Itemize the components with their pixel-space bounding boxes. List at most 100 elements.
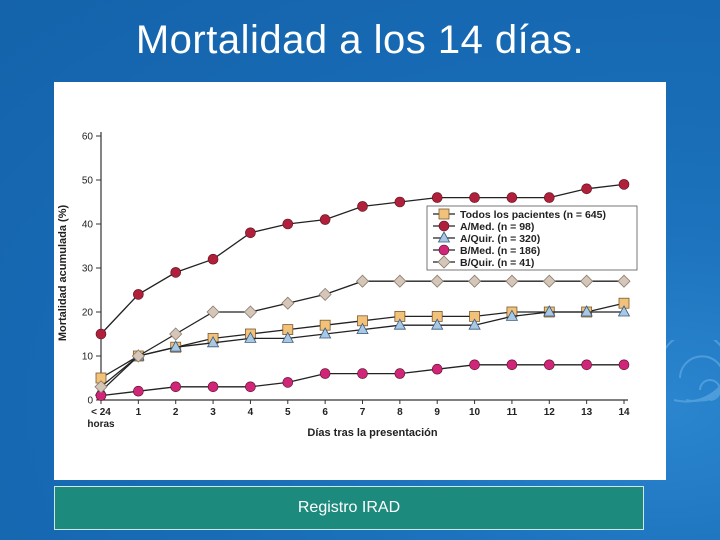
- data-point-circle: [506, 192, 518, 203]
- x-tick-label: 14: [618, 407, 630, 418]
- data-point-triangle: [468, 318, 481, 330]
- legend-entry: Todos los pacientes (n = 645): [460, 209, 606, 221]
- data-point-circle: [469, 192, 480, 203]
- x-tick-label: 9: [434, 407, 440, 418]
- data-point-circle: [207, 253, 219, 265]
- y-tick-label: 40: [82, 220, 94, 231]
- data-point-triangle: [431, 318, 444, 330]
- data-point-diamond: [468, 274, 482, 288]
- y-axis-label: Mortalidad acumulada (%): [57, 205, 69, 342]
- slide-title: Mortalidad a los 14 días.: [135, 18, 585, 62]
- data-point-circle: [95, 328, 107, 340]
- x-tick-label: 6: [322, 407, 328, 418]
- x-tick-label: 1: [136, 407, 142, 418]
- x-tick-label: 5: [285, 407, 291, 418]
- data-point-diamond: [355, 274, 370, 288]
- data-point-triangle: [169, 340, 182, 352]
- data-point-triangle: [244, 331, 257, 343]
- data-point-circle: [357, 201, 368, 212]
- legend-box: [426, 205, 638, 271]
- data-point-square: [438, 208, 450, 220]
- data-point-diamond: [430, 274, 444, 288]
- x-tick-label: 10: [469, 407, 481, 418]
- data-point-circle: [394, 368, 406, 379]
- data-point-triangle: [393, 318, 407, 330]
- data-point-triangle: [356, 322, 369, 335]
- data-point-triangle: [318, 327, 332, 339]
- data-point-circle: [319, 214, 331, 225]
- legend-entry: A/Med. (n = 98): [460, 221, 534, 233]
- data-point-circle: [543, 192, 555, 203]
- series-group: [95, 179, 630, 340]
- data-point-circle: [618, 359, 630, 371]
- y-tick-label: 30: [82, 264, 94, 275]
- y-tick-label: 60: [82, 132, 94, 143]
- y-tick-label: 50: [82, 176, 94, 187]
- chart-panel: 0 10 20 30 40 50 60 < 24 horas 1 2 3 4 5 6 7 8 9 10 11 12 13 1…: [54, 82, 666, 480]
- data-point-circle: [431, 192, 443, 203]
- legend-entry: A/Quir. (n = 320): [460, 233, 540, 245]
- data-point-circle: [581, 183, 592, 195]
- data-point-diamond: [281, 296, 295, 310]
- data-point-circle: [581, 359, 592, 371]
- data-point-diamond: [437, 255, 451, 269]
- data-point-circle: [506, 359, 518, 371]
- data-point-circle: [438, 244, 450, 256]
- x-tick-label: 11: [507, 407, 518, 418]
- data-point-circle: [282, 218, 294, 230]
- data-point-circle: [245, 227, 256, 239]
- data-point-circle: [319, 368, 331, 379]
- series-group: [95, 359, 630, 401]
- data-point-circle: [618, 179, 630, 190]
- data-point-diamond: [542, 274, 556, 288]
- data-point-triangle: [543, 305, 556, 317]
- x-tick-label: < 24 horas: [87, 407, 115, 430]
- data-point-diamond: [206, 305, 220, 319]
- data-point-diamond: [94, 380, 108, 394]
- data-point-triangle: [437, 231, 451, 243]
- data-point-circle: [357, 368, 368, 379]
- series-group: [94, 274, 631, 394]
- data-point-triangle: [206, 335, 220, 348]
- y-tick-label: 0: [87, 396, 93, 407]
- data-point-diamond: [318, 287, 332, 301]
- data-point-diamond: [617, 274, 631, 288]
- data-point-triangle: [617, 305, 631, 317]
- data-point-circle: [543, 359, 555, 371]
- y-tick-label: 10: [82, 352, 94, 363]
- swirl-decoration-icon: [638, 340, 720, 403]
- data-point-diamond: [169, 327, 183, 341]
- x-tick-label: 13: [581, 407, 593, 418]
- data-point-circle: [170, 381, 182, 393]
- legend-entry: B/Quir. (n = 41): [460, 257, 534, 269]
- data-point-circle: [469, 359, 480, 371]
- data-point-circle: [133, 289, 144, 300]
- data-point-diamond: [243, 305, 257, 319]
- x-tick-label: 4: [248, 407, 254, 418]
- source-label: Registro IRAD: [297, 499, 401, 516]
- data-point-circle: [207, 381, 219, 393]
- x-tick-label: 3: [210, 407, 216, 418]
- data-point-triangle: [580, 305, 593, 317]
- data-point-circle: [282, 377, 294, 388]
- data-point-circle: [170, 267, 182, 278]
- data-point-triangle: [281, 331, 294, 343]
- x-tick-label: 8: [397, 407, 403, 418]
- legend-entry: B/Med. (n = 186): [460, 245, 540, 257]
- data-point-circle: [438, 220, 450, 232]
- data-point-diamond: [393, 274, 407, 288]
- x-axis-label: Días tras la presentación: [307, 427, 438, 439]
- data-point-diamond: [131, 349, 145, 363]
- x-tick-label: 12: [544, 407, 556, 418]
- data-point-circle: [245, 381, 256, 393]
- y-tick-label: 20: [82, 308, 94, 319]
- data-point-triangle: [505, 309, 519, 321]
- source-box: Registro IRAD: [54, 486, 644, 530]
- data-point-circle: [394, 196, 406, 208]
- data-point-diamond: [505, 274, 519, 288]
- data-point-circle: [133, 385, 144, 397]
- x-tick-label: 2: [173, 407, 179, 418]
- data-point-diamond: [580, 274, 594, 288]
- x-tick-label: 7: [360, 407, 366, 418]
